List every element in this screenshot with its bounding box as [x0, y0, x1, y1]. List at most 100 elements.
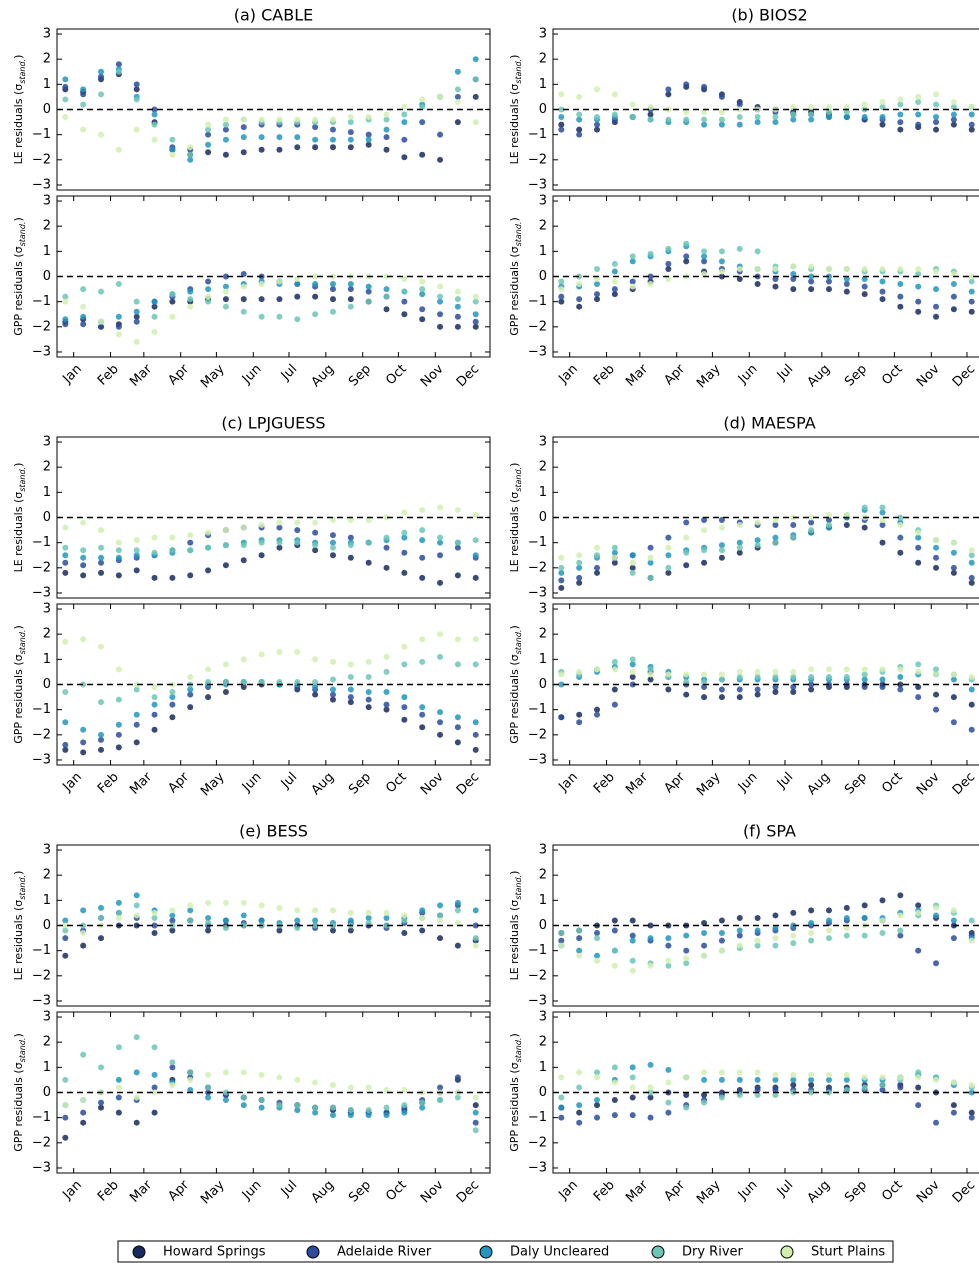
- data-point: [915, 684, 922, 691]
- data-point: [383, 126, 390, 133]
- data-point: [701, 1076, 708, 1083]
- x-tick-label: Aug: [805, 1178, 834, 1207]
- data-point: [133, 338, 140, 345]
- data-point: [419, 278, 426, 285]
- data-point: [772, 119, 779, 126]
- data-point: [915, 265, 922, 272]
- data-point: [80, 930, 87, 937]
- data-point: [594, 1102, 601, 1109]
- data-point: [133, 318, 140, 325]
- data-point: [133, 308, 140, 315]
- data-point: [576, 935, 583, 942]
- data-point: [790, 263, 797, 270]
- data-point: [98, 731, 105, 738]
- data-point: [294, 116, 301, 123]
- y-tick-label: −2: [528, 968, 547, 983]
- data-point: [611, 544, 618, 551]
- data-point: [383, 689, 390, 696]
- data-point: [915, 298, 922, 305]
- data-point: [683, 691, 690, 698]
- data-point: [205, 567, 212, 574]
- data-point: [790, 111, 797, 118]
- data-point: [383, 514, 390, 521]
- data-point: [879, 265, 886, 272]
- data-point: [843, 1076, 850, 1083]
- data-point: [80, 91, 87, 98]
- data-point: [772, 1071, 779, 1078]
- data-point: [968, 1089, 975, 1096]
- data-point: [205, 121, 212, 128]
- data-point: [240, 134, 247, 141]
- data-point: [133, 96, 140, 103]
- y-tick-label: 0: [539, 269, 547, 284]
- data-point: [205, 899, 212, 906]
- data-point: [401, 569, 408, 576]
- data-point: [594, 276, 601, 283]
- data-point: [151, 136, 158, 143]
- x-tick-label: Jan: [555, 362, 580, 387]
- data-point: [647, 116, 654, 123]
- panel-title: (e) BESS: [239, 822, 308, 841]
- y-axis-label-part: GPP residuals (σ: [12, 1062, 25, 1151]
- data-point: [808, 907, 815, 914]
- data-point: [276, 539, 283, 546]
- data-point: [558, 278, 565, 285]
- data-point: [594, 1114, 601, 1121]
- data-point: [647, 574, 654, 581]
- data-point: [897, 522, 904, 529]
- y-axis-label: GPP residuals (σstand.): [12, 625, 27, 744]
- data-point: [629, 932, 636, 939]
- data-point: [276, 519, 283, 526]
- data-point: [968, 1109, 975, 1116]
- data-point: [915, 121, 922, 128]
- data-point: [419, 704, 426, 711]
- data-point: [205, 927, 212, 934]
- data-point: [276, 678, 283, 685]
- data-point: [683, 253, 690, 260]
- data-point: [472, 907, 479, 914]
- y-axis-label-part: stand.: [18, 1038, 27, 1063]
- data-point: [472, 56, 479, 63]
- data-point: [329, 136, 336, 143]
- data-point: [808, 527, 815, 534]
- data-point: [879, 517, 886, 524]
- data-point: [879, 509, 886, 516]
- data-point: [736, 914, 743, 921]
- data-point: [683, 81, 690, 88]
- data-point: [383, 701, 390, 708]
- x-tick-label: Mar: [127, 769, 155, 797]
- data-point: [258, 281, 265, 288]
- data-point: [472, 119, 479, 126]
- data-point: [151, 909, 158, 916]
- data-point: [62, 83, 69, 90]
- data-point: [240, 296, 247, 303]
- data-point: [683, 116, 690, 123]
- data-point: [558, 114, 565, 121]
- data-point: [594, 114, 601, 121]
- data-point: [80, 1119, 87, 1126]
- y-tick-label: 1: [539, 485, 547, 500]
- data-point: [437, 902, 444, 909]
- data-point: [401, 276, 408, 283]
- data-point: [276, 544, 283, 551]
- x-tick-label: Dec: [950, 1178, 978, 1206]
- data-point: [754, 691, 761, 698]
- data-point: [365, 517, 372, 524]
- axes-frame: [56, 603, 491, 766]
- data-point: [62, 638, 69, 645]
- y-tick-label: 0: [539, 918, 547, 933]
- data-point: [133, 892, 140, 899]
- data-point: [933, 912, 940, 919]
- data-point: [187, 1086, 194, 1093]
- y-axis-label-part: stand.: [18, 630, 27, 655]
- axes-frame: [56, 844, 491, 1007]
- data-point: [151, 684, 158, 691]
- data-point: [950, 935, 957, 942]
- data-point: [825, 1076, 832, 1083]
- x-tick-label: Jun: [735, 770, 761, 796]
- data-point: [825, 907, 832, 914]
- data-point: [294, 293, 301, 300]
- data-point: [151, 930, 158, 937]
- data-point: [808, 273, 815, 280]
- data-point: [968, 273, 975, 280]
